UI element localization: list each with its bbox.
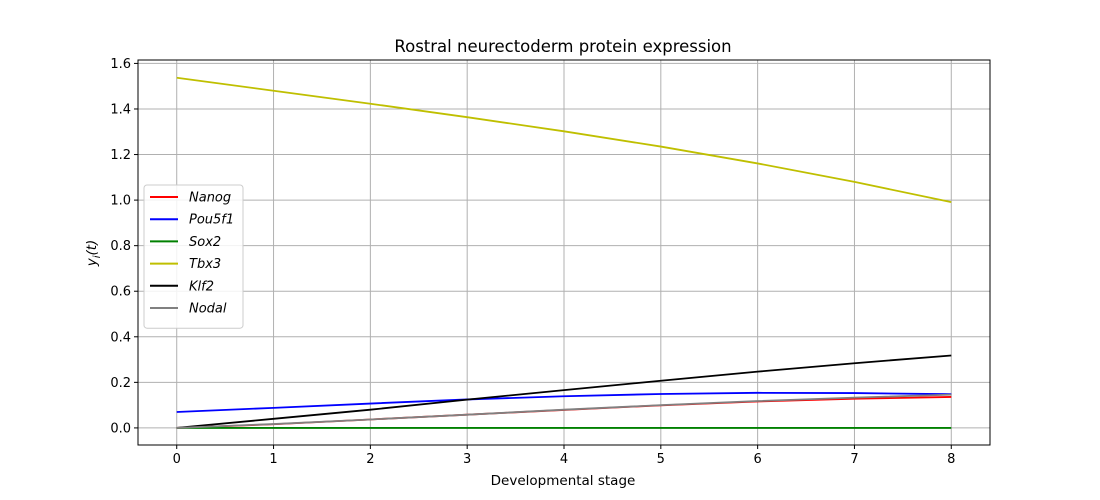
x-tick-label: 4 [560, 452, 568, 467]
y-tick-label: 0.2 [110, 376, 131, 391]
plot-lines [176, 76, 952, 429]
series-line-nodal [176, 393, 952, 429]
chart-title: Rostral neurectoderm protein expression [394, 37, 731, 56]
x-axis-title: Developmental stage [491, 473, 636, 489]
x-tick-label: 1 [269, 452, 277, 467]
y-tick-label: 0.4 [110, 330, 131, 345]
x-tick-label: 3 [463, 452, 471, 467]
legend-label-klf2: Klf2 [189, 279, 214, 294]
x-tick-label: 6 [753, 452, 761, 467]
x-tick-label: 7 [850, 452, 858, 467]
x-tick-label: 2 [366, 452, 374, 467]
y-axis-title-text: yi(t) [84, 240, 103, 268]
y-tick-label: 0.8 [110, 239, 131, 254]
y-axis-title: yi(t) [84, 240, 103, 268]
y-tick-label: 1.4 [110, 102, 131, 117]
x-tick-label: 8 [947, 452, 955, 467]
axis-ticks: 0 1 2 3 4 5 6 7 8 0.0 0.2 0.4 0.6 0.8 1.0 1.2 1.4 1.6 [110, 57, 955, 467]
x-tick-label: 5 [657, 452, 665, 467]
legend-label-nanog: Nanog [189, 191, 231, 206]
legend-label-nodal: Nodal [189, 302, 227, 317]
y-tick-label: 1.0 [110, 194, 131, 209]
legend-label-tbx3: Tbx3 [189, 257, 221, 272]
y-tick-label: 1.6 [110, 57, 131, 72]
y-tick-label: 0.6 [110, 285, 131, 300]
legend: Nanog Pou5f1 Sox2 Tbx3 Klf2 Nodal [143, 184, 244, 329]
legend-label-pou5f1: Pou5f1 [189, 213, 234, 228]
series-line-tbx3 [176, 76, 952, 204]
legend-box [143, 184, 244, 329]
y-tick-label: 1.2 [110, 148, 131, 163]
series-line-pou5f1 [176, 391, 952, 413]
x-tick-label: 0 [173, 452, 181, 467]
series-line-klf2 [176, 354, 952, 429]
legend-label-sox2: Sox2 [189, 235, 221, 250]
y-tick-label: 0.0 [110, 421, 131, 436]
